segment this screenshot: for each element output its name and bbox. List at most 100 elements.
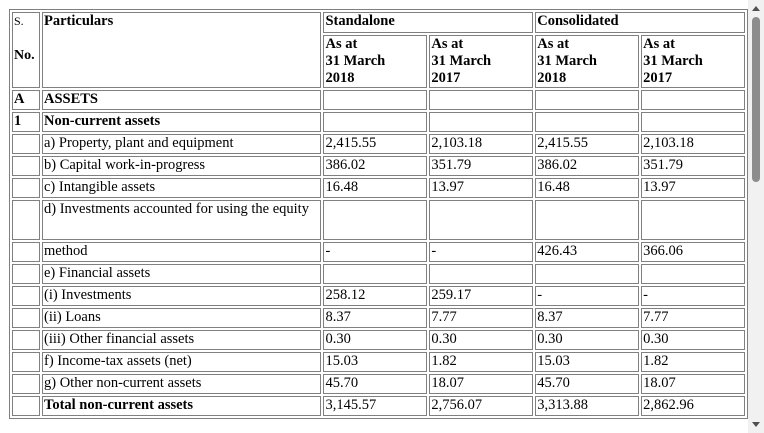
consolidated-2017-value: 0.30 [641, 330, 745, 350]
row-sno [12, 286, 40, 306]
scroll-down-button[interactable] [748, 416, 764, 433]
sno-header-line2: No. [14, 48, 35, 63]
standalone-2017-value: 13.97 [429, 178, 534, 198]
consolidated-2017-value: 13.97 [641, 178, 745, 198]
consolidated-2017-value [641, 112, 745, 132]
table-row: e) Financial assets [12, 264, 745, 284]
row-particular: f) Income-tax assets (net) [41, 352, 322, 372]
arrow-down-icon [752, 422, 760, 427]
row-particular: d) Investments accounted for using the e… [41, 200, 322, 240]
table-row: (iii) Other financial assets 0.30 0.30 0.30… [12, 330, 745, 350]
sno-header-line1: S. [14, 14, 24, 28]
consolidated-2017-value: 2,862.96 [641, 396, 745, 416]
row-sno [12, 308, 40, 328]
arrow-up-icon [752, 6, 760, 11]
date-line: 31 March [325, 53, 386, 69]
consolidated-2018-value [535, 264, 640, 284]
table-row: b) Capital work-in-progress 386.02 351.79 3… [12, 156, 745, 176]
standalone-2018-value: 258.12 [323, 286, 428, 306]
consolidated-2018-header: As at 31 March 2018 [535, 35, 640, 88]
row-sno [12, 134, 40, 154]
date-line: 2017 [431, 70, 461, 86]
table-row: c) Intangible assets 16.48 13.97 16.48 13.97 [12, 178, 745, 198]
standalone-2018-value [323, 112, 428, 132]
standalone-2017-value: 0.30 [429, 330, 534, 350]
consolidated-2018-value: 2,415.55 [535, 134, 640, 154]
consolidated-2017-value: 351.79 [641, 156, 745, 176]
date-line: As at [325, 36, 358, 52]
consolidated-2018-value: 8.37 [535, 308, 640, 328]
row-particular: Total non-current assets [41, 396, 322, 416]
document-viewport: S. No. Particulars Standalone Consolidat… [9, 9, 748, 419]
standalone-2017-value: 259.17 [429, 286, 534, 306]
table-row: method - -426.43 366.06 [12, 242, 745, 262]
standalone-2017-value: 351.79 [429, 156, 534, 176]
scroll-thumb[interactable] [752, 17, 760, 182]
row-particular: (ii) Loans [41, 308, 322, 328]
header-date-row: As at 31 March 2018 As at 31 March 2017 … [12, 35, 745, 88]
standalone-2018-value: 386.02 [323, 156, 428, 176]
date-line: 31 March [537, 53, 597, 69]
consolidated-2018-value: 16.48 [535, 178, 640, 198]
consolidated-2017-value [641, 200, 745, 240]
table-row: 1 Non-current assets [12, 112, 745, 132]
row-sno: A [12, 90, 40, 110]
standalone-2018-value: 8.37 [323, 308, 428, 328]
standalone-2018-value: - [323, 242, 428, 262]
row-particular: ASSETS [41, 90, 322, 110]
date-line: 2017 [643, 70, 673, 86]
date-line: 31 March [643, 53, 703, 69]
sno-header: S. No. [12, 12, 40, 88]
standalone-2018-value: 2,415.55 [323, 134, 428, 154]
row-particular: a) Property, plant and equipment [41, 134, 322, 154]
consolidated-2018-value [535, 90, 640, 110]
vertical-scrollbar[interactable] [748, 0, 764, 433]
date-line: 2018 [537, 70, 567, 86]
particulars-header: Particulars [41, 12, 322, 88]
row-particular: g) Other non-current assets [41, 374, 322, 394]
standalone-2018-value [323, 264, 428, 284]
row-sno [12, 200, 40, 240]
standalone-2018-value: 15.03 [323, 352, 428, 372]
consolidated-2017-value: 366.06 [641, 242, 745, 262]
standalone-2017-value [429, 112, 534, 132]
scroll-up-button[interactable] [748, 0, 764, 17]
row-sno [12, 242, 40, 262]
table-row: g) Other non-current assets 45.70 18.07 45.… [12, 374, 745, 394]
consolidated-2018-value: 426.43 [535, 242, 640, 262]
consolidated-2018-value [535, 200, 640, 240]
consolidated-2017-value [641, 264, 745, 284]
date-line: As at [431, 36, 464, 52]
standalone-2017-value: 1.82 [429, 352, 534, 372]
row-particular: c) Intangible assets [41, 178, 322, 198]
standalone-2018-value [323, 200, 428, 240]
table-row: f) Income-tax assets (net) 15.03 1.82 15.03… [12, 352, 745, 372]
row-sno [12, 374, 40, 394]
standalone-2017-value [429, 90, 534, 110]
row-particular: (iii) Other financial assets [41, 330, 322, 350]
table-row: d) Investments accounted for using the e… [12, 200, 745, 240]
consolidated-2017-value: 7.77 [641, 308, 745, 328]
consolidated-2018-value [535, 112, 640, 132]
table-row: Total non-current assets 3,145.57 2,756.07… [12, 396, 745, 416]
consolidated-2018-value: 386.02 [535, 156, 640, 176]
standalone-2018-value: 16.48 [323, 178, 428, 198]
row-particular: Non-current assets [41, 112, 322, 132]
row-sno [12, 352, 40, 372]
standalone-header: Standalone [323, 12, 534, 33]
consolidated-2018-value: 3,313.88 [535, 396, 640, 416]
row-particular: (i) Investments [41, 286, 322, 306]
table-row: (ii) Loans 8.37 7.77 8.37 7.77 [12, 308, 745, 328]
standalone-2018-header: As at 31 March 2018 [323, 35, 428, 88]
consolidated-2017-value: 18.07 [641, 374, 745, 394]
financial-table: S. No. Particulars Standalone Consolidat… [9, 9, 748, 419]
table-body: S. No. Particulars Standalone Consolidat… [12, 12, 745, 416]
row-sno [12, 178, 40, 198]
consolidated-2018-value: 0.30 [535, 330, 640, 350]
table-row: a) Property, plant and equipment 2,415.55… [12, 134, 745, 154]
standalone-2017-value: 18.07 [429, 374, 534, 394]
standalone-2017-header: As at 31 March 2017 [429, 35, 534, 88]
standalone-2018-value: 0.30 [323, 330, 428, 350]
consolidated-header: Consolidated [535, 12, 745, 33]
standalone-2018-value: 45.70 [323, 374, 428, 394]
